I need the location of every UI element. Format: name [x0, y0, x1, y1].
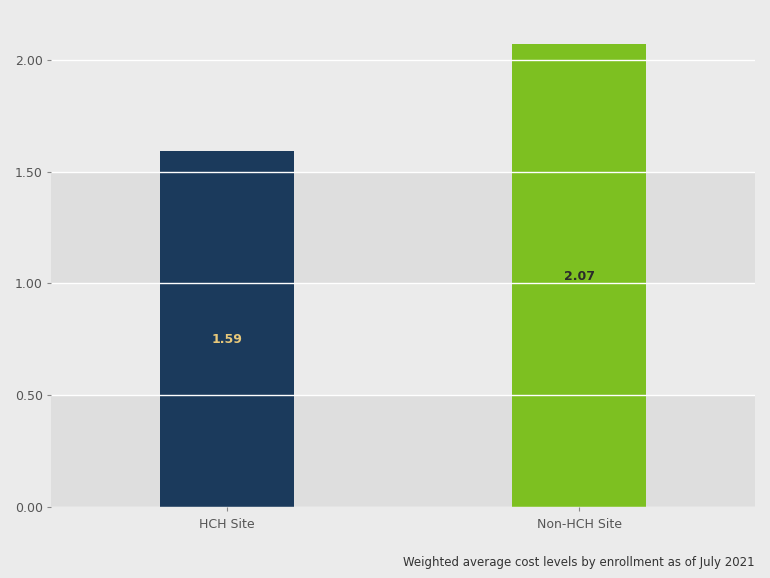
Bar: [52, 172, 755, 283]
Text: 1.59: 1.59: [212, 333, 243, 346]
Bar: [160, 151, 294, 507]
Text: 2.07: 2.07: [564, 270, 594, 283]
Bar: [512, 44, 646, 507]
Bar: [52, 15, 755, 60]
Text: Weighted average cost levels by enrollment as of July 2021: Weighted average cost levels by enrollme…: [403, 557, 755, 569]
Bar: [52, 283, 755, 395]
Bar: [52, 395, 755, 507]
Bar: [52, 60, 755, 172]
